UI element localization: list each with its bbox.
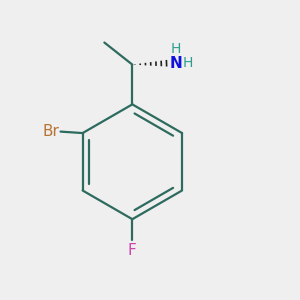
Text: H: H	[170, 42, 181, 56]
Text: F: F	[128, 243, 137, 258]
Text: N: N	[169, 56, 182, 70]
Text: Br: Br	[42, 124, 59, 139]
Text: H: H	[183, 56, 193, 70]
